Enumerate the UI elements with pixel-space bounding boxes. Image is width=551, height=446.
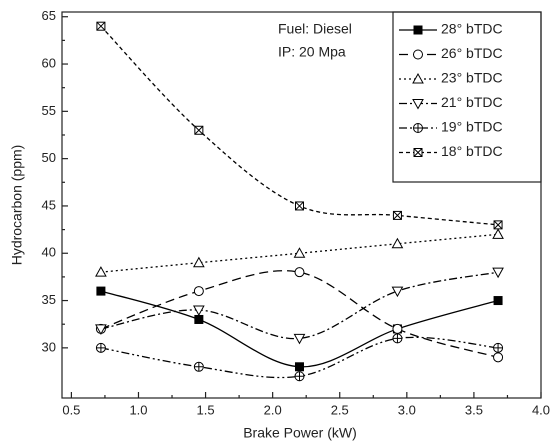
marker bbox=[493, 296, 503, 306]
plot-frame bbox=[61, 11, 542, 399]
marker bbox=[193, 286, 204, 297]
y-tick-label: 30 bbox=[42, 339, 56, 354]
marker bbox=[293, 247, 306, 258]
series-line bbox=[100, 290, 499, 368]
marker bbox=[193, 256, 205, 268]
marker bbox=[492, 267, 504, 279]
y-tick-label: 55 bbox=[42, 103, 56, 118]
y-tick-label: 60 bbox=[42, 55, 56, 70]
series-line bbox=[100, 233, 499, 273]
marker bbox=[95, 266, 107, 277]
legend-label: 21° bTDC bbox=[441, 94, 503, 110]
legend-label: 26° bTDC bbox=[441, 45, 503, 61]
marker bbox=[392, 210, 402, 220]
annotation: IP: 20 Mpa bbox=[278, 44, 346, 60]
y-tick-label: 45 bbox=[42, 197, 56, 212]
y-tick-label: 35 bbox=[42, 292, 56, 307]
series-line bbox=[100, 270, 499, 358]
marker bbox=[193, 305, 205, 317]
marker bbox=[193, 361, 204, 372]
marker bbox=[413, 148, 423, 157]
marker bbox=[492, 228, 504, 239]
marker bbox=[412, 99, 424, 110]
x-tick-label: 3.5 bbox=[465, 402, 483, 417]
legend-label: 18° bTDC bbox=[441, 143, 503, 159]
x-axis-label: Brake Power (kW) bbox=[243, 425, 357, 441]
legend-label: 19° bTDC bbox=[441, 119, 503, 135]
x-tick-label: 2.5 bbox=[331, 402, 349, 417]
marker bbox=[293, 333, 306, 345]
marker bbox=[413, 49, 423, 60]
marker bbox=[413, 25, 423, 35]
marker bbox=[392, 333, 403, 344]
marker bbox=[194, 125, 204, 135]
marker bbox=[95, 342, 106, 353]
marker bbox=[493, 342, 504, 353]
series-line bbox=[100, 271, 499, 340]
marker bbox=[493, 352, 504, 363]
marker bbox=[294, 201, 304, 211]
x-tick-label: 0.5 bbox=[62, 402, 80, 417]
marker bbox=[96, 21, 106, 31]
marker bbox=[294, 267, 305, 278]
marker bbox=[391, 237, 404, 249]
marker bbox=[96, 286, 106, 296]
legend-box bbox=[392, 11, 542, 183]
x-tick-label: 1.0 bbox=[129, 402, 147, 417]
marker bbox=[413, 123, 423, 133]
x-tick-label: 4.0 bbox=[532, 402, 550, 417]
x-tick-label: 3.0 bbox=[398, 402, 416, 417]
x-tick-label: 2.0 bbox=[264, 402, 282, 417]
marker bbox=[412, 72, 424, 84]
x-tick-label: 1.5 bbox=[197, 402, 215, 417]
marker bbox=[194, 314, 204, 324]
legend-label: 23° bTDC bbox=[441, 70, 503, 86]
y-tick-label: 40 bbox=[42, 245, 56, 260]
marker bbox=[391, 286, 404, 298]
y-tick-label: 50 bbox=[42, 150, 56, 165]
y-axis-label: Hydrocarbon (ppm) bbox=[9, 145, 25, 266]
legend-label: 28° bTDC bbox=[441, 21, 503, 37]
marker bbox=[493, 220, 503, 230]
marker bbox=[294, 371, 305, 382]
marker bbox=[294, 362, 304, 372]
annotation: Fuel: Diesel bbox=[278, 21, 352, 37]
y-tick-label: 65 bbox=[42, 8, 56, 23]
marker bbox=[392, 323, 403, 334]
marker bbox=[95, 324, 107, 335]
